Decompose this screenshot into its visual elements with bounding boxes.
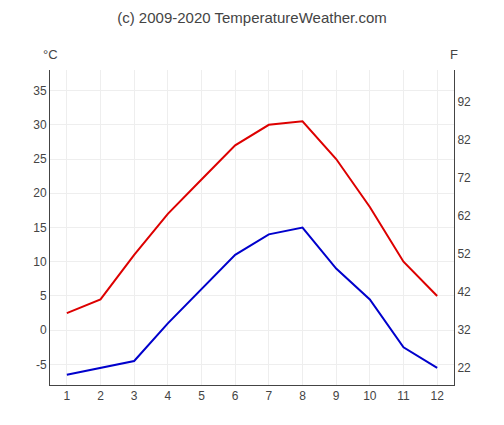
svg-text:-5: -5: [36, 358, 47, 372]
svg-text:11: 11: [397, 389, 410, 403]
svg-text:1: 1: [63, 389, 70, 403]
svg-text:12: 12: [430, 389, 444, 403]
svg-text:4: 4: [164, 389, 171, 403]
svg-text:0: 0: [40, 323, 47, 337]
svg-text:30: 30: [33, 118, 47, 132]
svg-text:5: 5: [40, 289, 47, 303]
svg-text:6: 6: [232, 389, 239, 403]
svg-text:35: 35: [33, 84, 47, 98]
svg-text:22: 22: [457, 361, 471, 375]
svg-text:15: 15: [33, 221, 47, 235]
svg-text:(c) 2009-2020 TemperatureWeath: (c) 2009-2020 TemperatureWeather.com: [117, 9, 387, 26]
svg-text:10: 10: [33, 255, 47, 269]
svg-text:82: 82: [457, 133, 471, 147]
svg-text:72: 72: [457, 171, 471, 185]
svg-text:2: 2: [97, 389, 104, 403]
svg-text:92: 92: [457, 95, 471, 109]
svg-text:25: 25: [33, 152, 47, 166]
svg-text:42: 42: [457, 285, 471, 299]
svg-text:32: 32: [457, 323, 471, 337]
svg-text:62: 62: [457, 209, 471, 223]
svg-text:5: 5: [198, 389, 205, 403]
svg-text:7: 7: [265, 389, 272, 403]
svg-text:52: 52: [457, 247, 471, 261]
svg-text:F: F: [450, 47, 458, 62]
svg-text:8: 8: [299, 389, 306, 403]
svg-text:10: 10: [363, 389, 377, 403]
svg-text:°C: °C: [43, 47, 58, 62]
svg-text:20: 20: [33, 186, 47, 200]
svg-text:3: 3: [131, 389, 138, 403]
svg-text:9: 9: [333, 389, 340, 403]
